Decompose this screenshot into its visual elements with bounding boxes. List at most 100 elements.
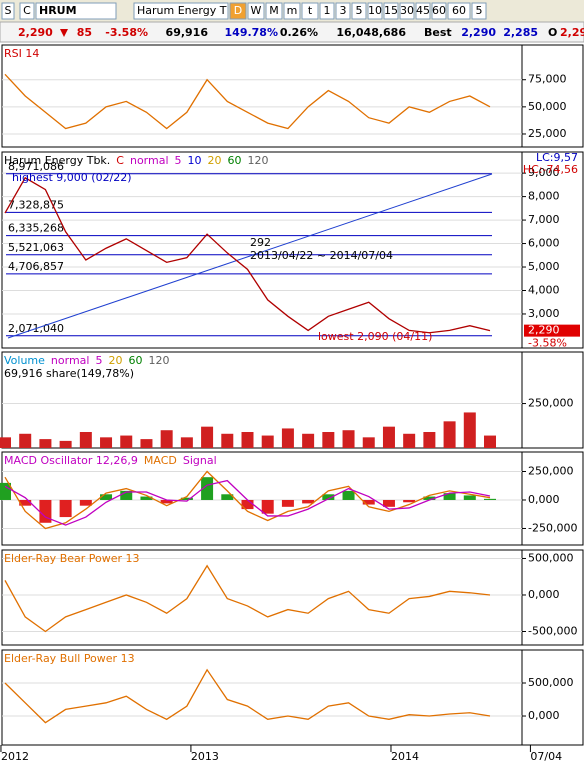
series-bar	[382, 499, 395, 507]
legend-item: 20	[108, 354, 122, 367]
quote-bar-bg	[0, 21, 584, 43]
button[interactable]	[383, 2, 399, 20]
fib-label: 7,328,875	[8, 198, 64, 211]
button[interactable]	[335, 2, 351, 20]
button[interactable]	[283, 2, 301, 20]
annotation: highest 9,000 (02/22)	[12, 171, 132, 184]
quote-field: -3.58%	[105, 26, 148, 39]
legend-item: RSI 14	[4, 47, 39, 60]
period-button[interactable]: 3	[340, 4, 347, 17]
period-button[interactable]: 45	[416, 4, 430, 17]
series-bar	[322, 432, 335, 448]
series-bar	[281, 499, 294, 507]
y-tick-label: 25,000	[528, 127, 567, 140]
last-price: 2,290	[528, 324, 560, 337]
button[interactable]	[367, 2, 383, 20]
market[interactable]: C	[23, 4, 31, 17]
stock-name[interactable]: Harum Energy T	[137, 4, 227, 17]
series-bar	[160, 499, 173, 504]
quote-field: 16,048,686	[336, 26, 406, 39]
legend-item: 120	[248, 154, 269, 167]
period-button[interactable]: 1	[324, 4, 331, 17]
series-bar	[39, 499, 52, 523]
period-button[interactable]: 5	[356, 4, 363, 17]
period-button[interactable]: 15	[384, 4, 398, 17]
button[interactable]	[399, 2, 415, 20]
axis-area	[521, 44, 584, 148]
button[interactable]	[319, 2, 335, 20]
button[interactable]	[247, 2, 265, 20]
legend-item: C	[116, 154, 124, 167]
button[interactable]	[1, 2, 15, 20]
y-tick-label: 50,000	[528, 100, 567, 113]
period-button[interactable]: 60	[432, 4, 446, 17]
annotation: HC:-74,56	[523, 163, 578, 176]
button[interactable]	[35, 2, 117, 20]
annotation: lowest 2,090 (04/11)	[318, 330, 432, 343]
legend-item: 5	[95, 354, 102, 367]
quote-field: 0.26%	[280, 26, 318, 39]
series-bar	[423, 496, 436, 500]
series-bar	[79, 499, 92, 506]
button[interactable]	[351, 2, 367, 20]
annotation: 2013/04/22 ~ 2014/07/04	[250, 249, 393, 262]
y-tick-label: 500,000	[528, 676, 574, 689]
y-tick-label: 0,000	[528, 709, 560, 722]
button[interactable]	[447, 2, 471, 20]
series-bar	[201, 426, 214, 448]
button[interactable]	[301, 2, 319, 20]
series-bar	[342, 490, 355, 500]
period-button[interactable]: M	[269, 4, 279, 17]
legend-item: Elder-Ray Bear Power 13	[4, 552, 140, 565]
button[interactable]	[415, 2, 431, 20]
y-tick-label: 8,000	[528, 190, 560, 203]
pane	[1, 649, 523, 746]
series-bar	[201, 477, 214, 500]
series-bar	[403, 433, 416, 448]
series-bar	[322, 494, 335, 500]
series-bar	[362, 499, 375, 505]
fib-label: 8,971,086	[8, 160, 64, 173]
period-select[interactable]: 60	[452, 4, 466, 17]
series-bar	[443, 493, 456, 500]
y-tick-label: 500,000	[528, 551, 574, 564]
period-button[interactable]: 30	[400, 4, 414, 17]
y-tick-label: -250,000	[528, 521, 577, 534]
y-tick-label: 0,000	[528, 588, 560, 601]
series-bar	[423, 432, 436, 448]
y-tick-label: 250,000	[528, 464, 574, 477]
period-button[interactable]: D	[234, 4, 242, 17]
series-bar	[160, 430, 173, 448]
period-button[interactable]: m	[287, 4, 298, 17]
period-button[interactable]: W	[251, 4, 262, 17]
series-bar	[221, 494, 234, 500]
period-button[interactable]: 10	[368, 4, 382, 17]
series-bar	[59, 499, 72, 518]
symbol-input[interactable]: HRUM	[39, 4, 77, 17]
series-line	[4, 470, 491, 530]
button[interactable]	[229, 2, 247, 20]
button[interactable]	[19, 2, 35, 20]
series-line	[4, 564, 491, 633]
series-bar	[100, 494, 113, 500]
button[interactable]	[471, 2, 487, 20]
period-button[interactable]: t	[308, 4, 313, 17]
fib-label: 5,521,063	[8, 241, 64, 254]
prefix[interactable]: S	[5, 4, 12, 17]
annotation: LC:9,57	[536, 151, 578, 164]
button[interactable]	[133, 2, 229, 20]
trend-line	[7, 173, 493, 339]
series-line	[4, 73, 491, 130]
fib-label: 6,335,268	[8, 222, 64, 235]
series-bar	[403, 499, 416, 503]
extra-button[interactable]: 5	[476, 4, 483, 17]
series-bar	[79, 432, 92, 448]
button[interactable]	[431, 2, 447, 20]
series-bar	[0, 482, 11, 500]
legend-item: 20	[208, 154, 222, 167]
series-bar	[463, 495, 476, 500]
series-bar	[0, 437, 11, 448]
y-tick-label: 9,000	[528, 166, 560, 179]
button[interactable]	[265, 2, 283, 20]
series-bar	[443, 421, 456, 448]
